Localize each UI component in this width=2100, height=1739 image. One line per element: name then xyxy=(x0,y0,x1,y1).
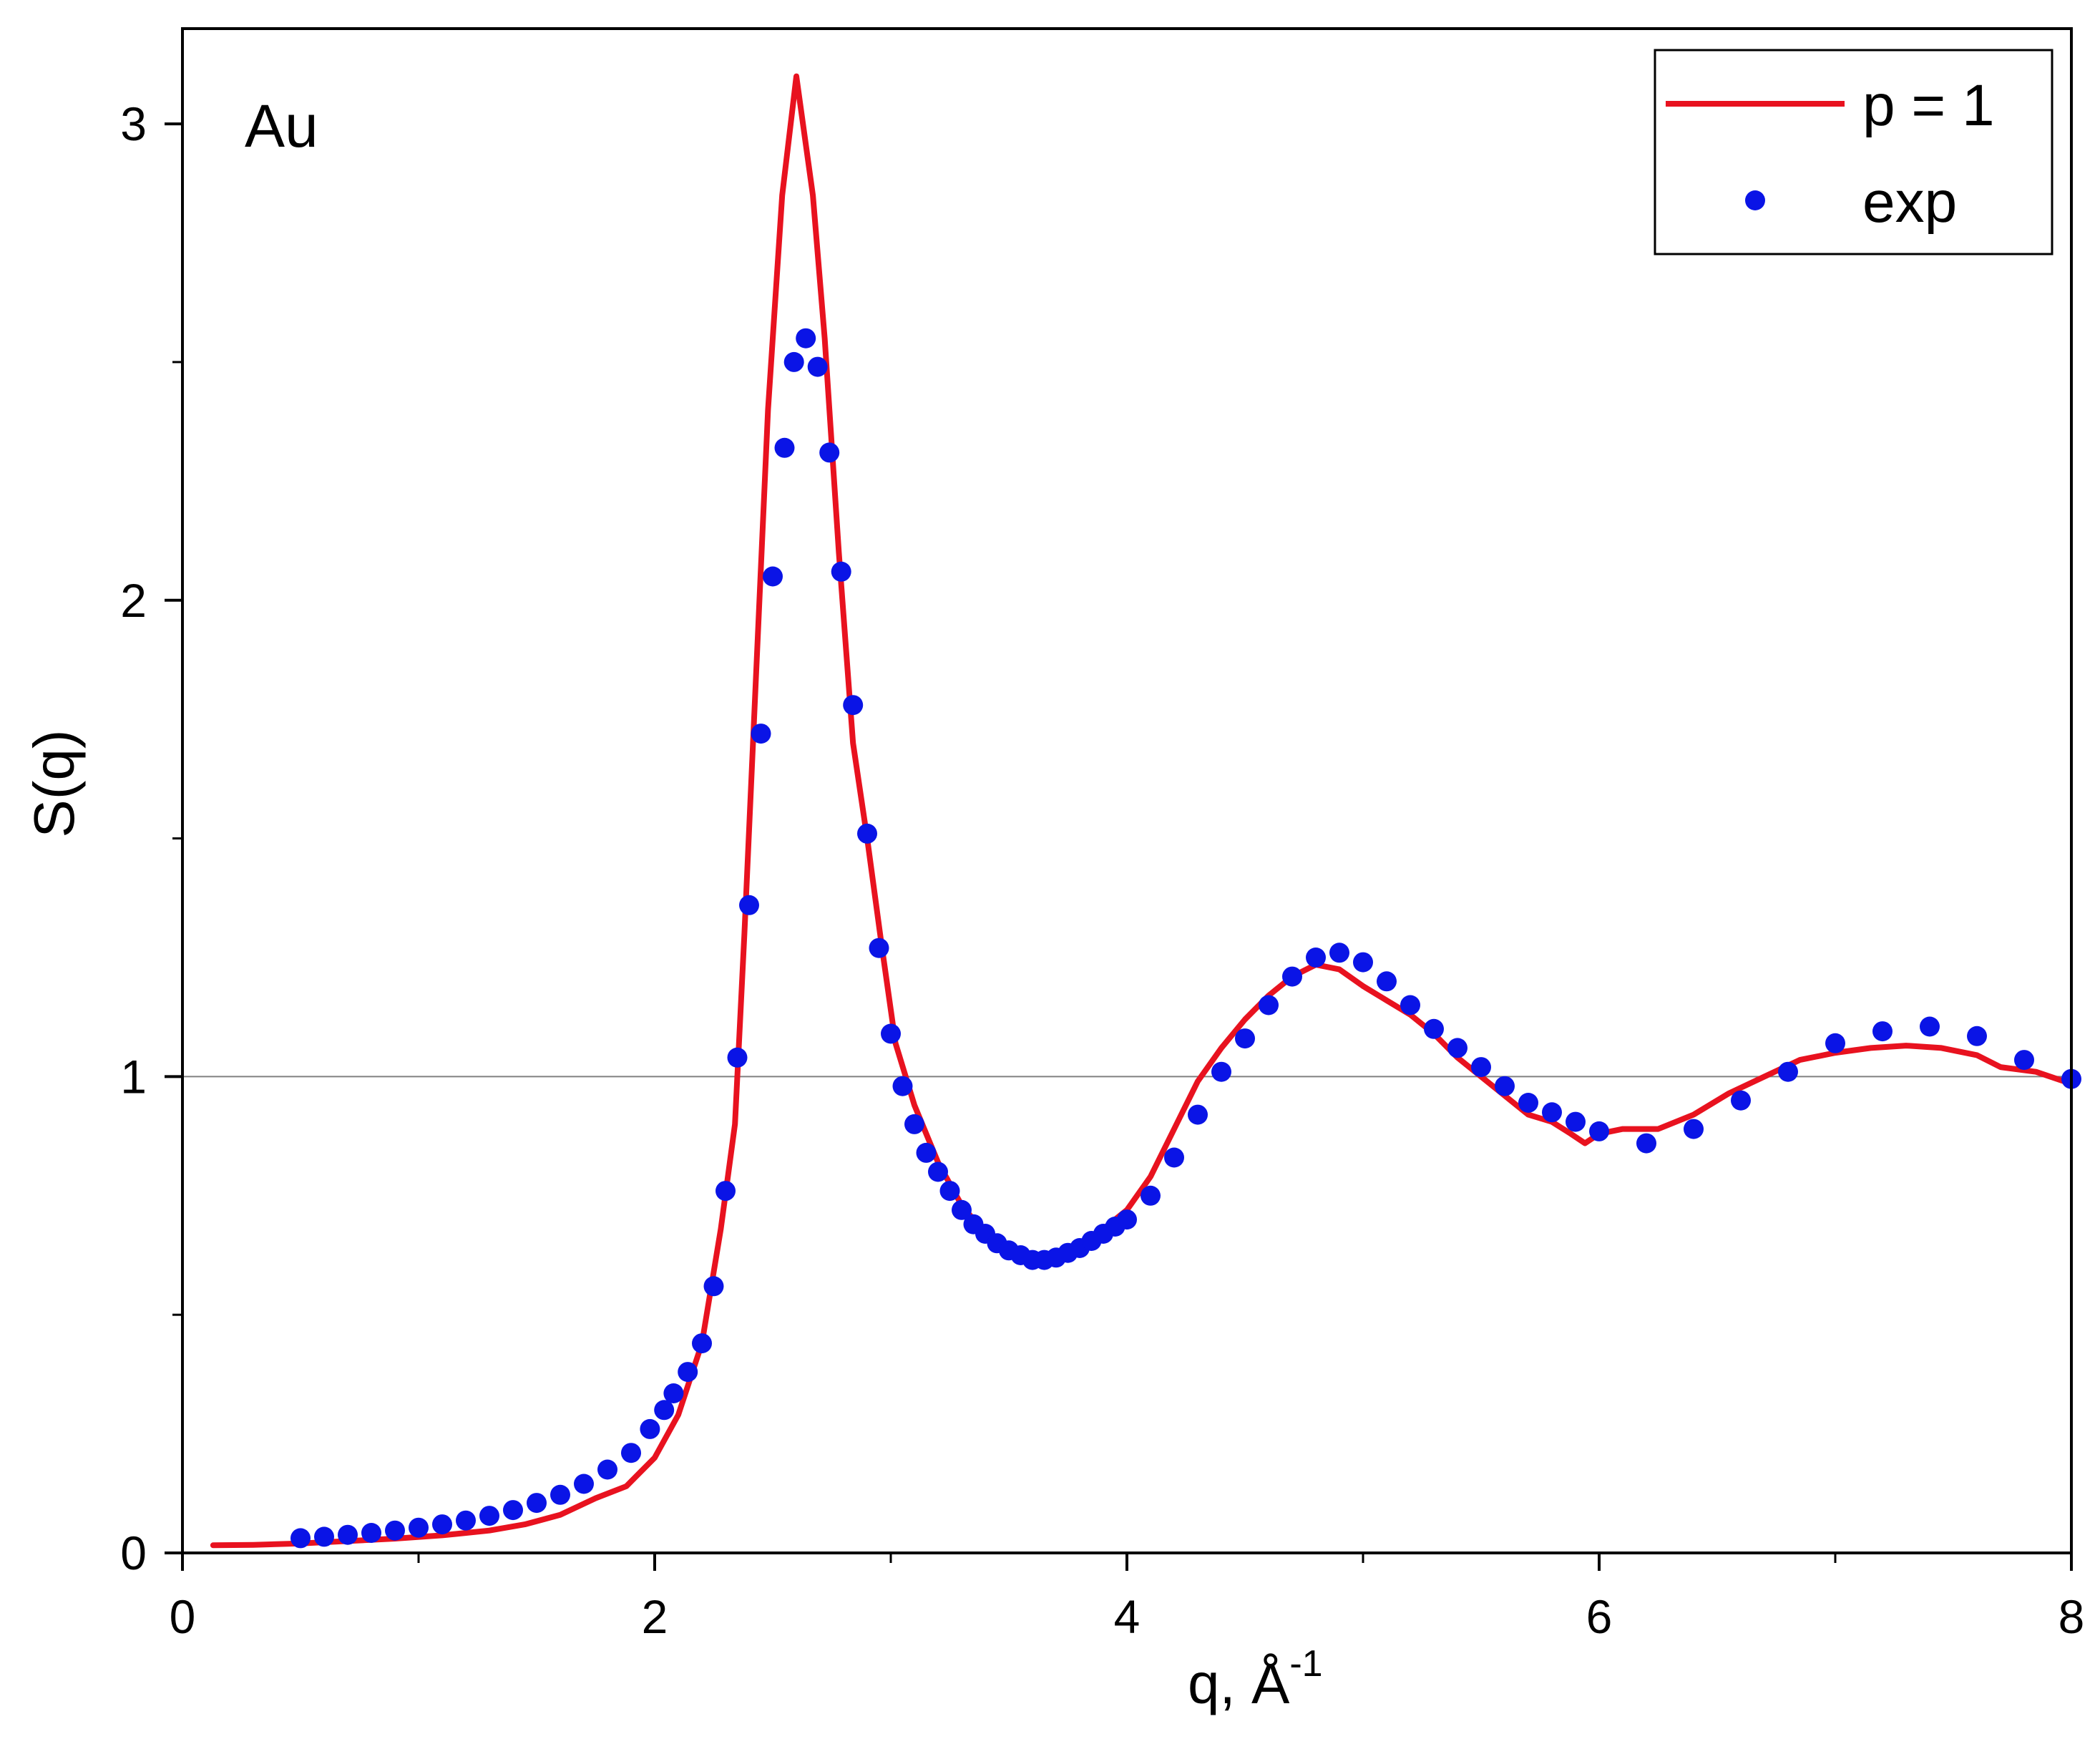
exp-data-point xyxy=(1424,1018,1444,1039)
y-tick-label: 3 xyxy=(120,97,147,150)
exp-data-point xyxy=(1471,1057,1491,1078)
exp-data-point xyxy=(1353,952,1373,973)
exp-data-point xyxy=(1400,995,1420,1015)
legend-label-scatter-series: exp xyxy=(1862,170,1957,235)
exp-data-point xyxy=(1589,1121,1609,1141)
series-line-p1 xyxy=(210,73,2074,1549)
exp-data-point xyxy=(857,823,877,844)
exp-data-point xyxy=(1306,948,1326,968)
exp-data-point xyxy=(881,1023,901,1044)
exp-data-point xyxy=(1566,1111,1586,1132)
exp-data-point xyxy=(621,1443,641,1463)
exp-data-point xyxy=(1542,1102,1562,1123)
exp-data-point xyxy=(727,1047,748,1068)
exp-data-point xyxy=(1377,971,1397,992)
exp-data-point xyxy=(409,1517,429,1538)
exp-data-point xyxy=(916,1142,937,1163)
exp-data-point xyxy=(1117,1209,1137,1230)
exp-data-point xyxy=(751,724,771,744)
legend-label-line-series: p = 1 xyxy=(1862,73,1995,138)
y-tick-label: 2 xyxy=(120,574,147,627)
exp-data-point xyxy=(574,1473,594,1494)
exp-data-point xyxy=(1778,1061,1798,1082)
exp-data-point xyxy=(1235,1028,1255,1049)
exp-data-point xyxy=(796,328,816,349)
exp-data-point xyxy=(1495,1076,1515,1096)
scatter-series-layer xyxy=(290,328,2081,1549)
legend-box xyxy=(1654,49,2053,255)
x-tick-label: 0 xyxy=(170,1590,196,1643)
exp-data-point xyxy=(678,1362,698,1383)
chart-annotation: Au xyxy=(245,92,318,160)
exp-data-point xyxy=(663,1383,684,1403)
exp-data-point xyxy=(1282,966,1302,987)
exp-data-point xyxy=(843,695,864,716)
exp-data-point xyxy=(314,1526,334,1547)
exp-data-point xyxy=(361,1523,381,1543)
exp-data-point xyxy=(739,895,759,915)
legend-swatch-dot xyxy=(1745,190,1765,210)
exp-data-point xyxy=(1920,1016,1940,1037)
exp-data-point xyxy=(1518,1093,1538,1113)
exp-data-point xyxy=(1967,1026,1987,1046)
exp-data-point xyxy=(807,356,828,377)
exp-data-point xyxy=(479,1506,499,1526)
exp-data-point xyxy=(1164,1147,1184,1168)
exp-data-point xyxy=(869,937,889,958)
x-axis-label-main: q, Å xyxy=(1188,1652,1290,1715)
exp-data-point xyxy=(2014,1050,2034,1071)
x-tick-label: 6 xyxy=(1586,1590,1613,1643)
exp-data-point xyxy=(1825,1033,1845,1053)
y-tick-label: 0 xyxy=(120,1526,147,1579)
plot-frame xyxy=(181,27,2073,1554)
exp-data-point xyxy=(831,561,851,582)
exp-data-point xyxy=(1731,1090,1751,1111)
exp-data-point xyxy=(550,1484,570,1505)
x-axis-label-exponent: -1 xyxy=(1289,1643,1322,1685)
exp-data-point xyxy=(703,1276,724,1297)
exp-data-point xyxy=(1259,995,1279,1015)
exp-data-point xyxy=(385,1520,405,1541)
exp-data-point xyxy=(939,1181,960,1202)
exp-data-point xyxy=(716,1181,736,1202)
exp-data-point xyxy=(1684,1119,1704,1139)
exp-data-point xyxy=(640,1418,660,1439)
exp-data-point xyxy=(819,442,840,463)
exp-data-point xyxy=(1211,1061,1231,1082)
exp-data-point xyxy=(597,1459,617,1480)
exp-data-point xyxy=(1141,1185,1161,1206)
exp-data-point xyxy=(503,1500,523,1521)
x-axis-label: q, Å-1 xyxy=(1188,1643,1323,1715)
exp-data-point xyxy=(654,1400,675,1421)
exp-data-point xyxy=(1872,1021,1893,1042)
exp-data-point xyxy=(338,1524,358,1545)
exp-data-point xyxy=(432,1514,452,1535)
exp-data-point xyxy=(904,1114,924,1134)
exp-data-point xyxy=(774,437,795,458)
exp-data-point xyxy=(928,1161,948,1182)
exp-data-point xyxy=(456,1510,476,1531)
legend: p = 1 exp xyxy=(1654,49,2053,255)
exp-data-point xyxy=(290,1528,311,1549)
axis-ticks-layer: 0 2 4 6 8 0 1 2 3 xyxy=(120,97,2084,1643)
exp-data-point xyxy=(892,1076,913,1096)
exp-data-point xyxy=(1447,1038,1467,1058)
x-tick-label: 8 xyxy=(2059,1590,2085,1643)
exp-data-point xyxy=(783,351,804,372)
exp-data-point xyxy=(763,566,783,587)
exp-data-point xyxy=(952,1199,972,1220)
x-tick-label: 4 xyxy=(1114,1590,1141,1643)
exp-data-point xyxy=(527,1493,547,1514)
exp-data-point xyxy=(1188,1104,1208,1125)
exp-data-point xyxy=(1636,1133,1656,1154)
y-tick-label: 1 xyxy=(120,1050,147,1103)
x-tick-label: 2 xyxy=(642,1590,668,1643)
y-axis-label: S(q) xyxy=(22,729,86,837)
exp-data-point xyxy=(1329,942,1349,963)
line-series-layer xyxy=(210,73,2074,1549)
exp-data-point xyxy=(692,1333,712,1354)
